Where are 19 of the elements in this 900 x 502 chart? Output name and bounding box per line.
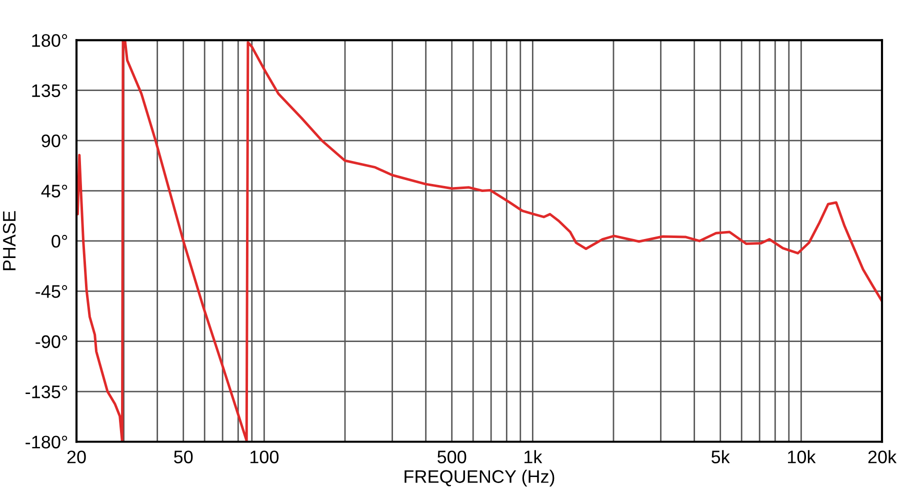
x-tick-label: 100 (250, 450, 279, 464)
y-tick-label: -180° (26, 436, 68, 448)
x-tick-label: 1k (524, 450, 542, 464)
y-tick-label: 45° (41, 184, 68, 198)
y-tick-label: -135° (26, 385, 68, 398)
x-tick-label: 20k (868, 450, 897, 464)
y-tick-label: 135° (32, 84, 68, 98)
x-tick-label: 20 (67, 450, 86, 464)
y-tick-label: 90° (42, 134, 68, 148)
y-tick-label: 0° (52, 234, 68, 248)
y-tick-label: -90° (36, 335, 68, 348)
x-tick-label: 500 (438, 450, 466, 464)
x-tick-label: 50 (174, 450, 193, 464)
x-tick-label: 5k (712, 450, 730, 464)
y-axis-title: PHASE (2, 211, 16, 270)
x-axis-title: FREQUENCY (Hz) (404, 470, 554, 487)
y-tick-label: -45° (36, 285, 68, 298)
y-tick-label: 180° (32, 34, 68, 47)
x-tick-label: 10k (788, 450, 816, 464)
